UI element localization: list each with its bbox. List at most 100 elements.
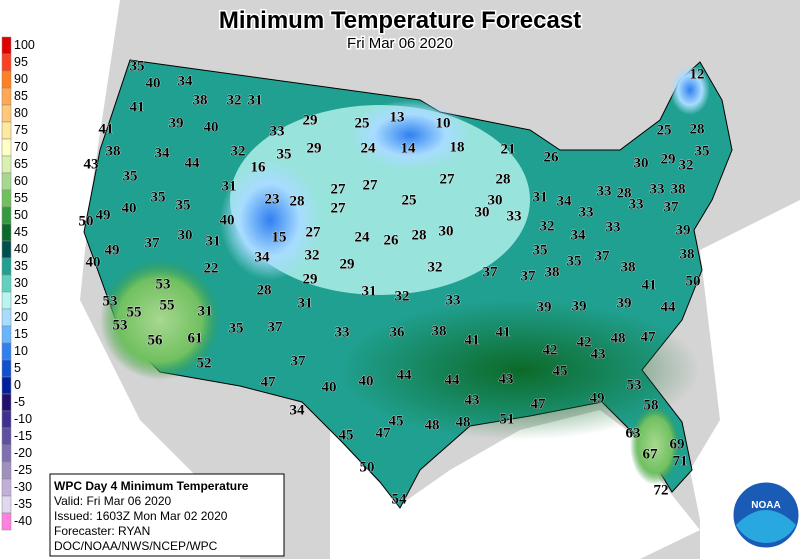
legend-swatch bbox=[1, 427, 12, 446]
temperature-label: 21 bbox=[501, 141, 516, 157]
gulf bbox=[330, 410, 700, 559]
temperature-label: 49 bbox=[590, 390, 605, 406]
temperature-label: 41 bbox=[465, 332, 480, 348]
info-source: DOC/NOAA/NWS/NCEP/WPC bbox=[54, 539, 218, 553]
temperature-label: 26 bbox=[384, 232, 400, 248]
temperature-label: 32 bbox=[540, 218, 555, 234]
legend-label: 65 bbox=[14, 157, 28, 171]
temperature-label: 43 bbox=[465, 392, 480, 408]
temperature-label: 13 bbox=[390, 109, 405, 125]
legend-label: 90 bbox=[14, 72, 28, 86]
temperature-label: 48 bbox=[425, 417, 440, 433]
temperature-label: 28 bbox=[690, 121, 705, 137]
legend-swatch bbox=[1, 104, 12, 123]
temperature-label: 42 bbox=[543, 342, 558, 358]
temperature-label: 28 bbox=[290, 193, 305, 209]
temperature-label: 40 bbox=[322, 379, 337, 395]
legend-label: -40 bbox=[14, 514, 32, 528]
temperature-label: 33 bbox=[335, 324, 350, 340]
temperature-label: 30 bbox=[439, 223, 454, 239]
info-box bbox=[49, 473, 285, 557]
temperature-label: 37 bbox=[483, 264, 499, 280]
temperature-label: 38 bbox=[621, 259, 636, 275]
temperature-label: 29 bbox=[661, 151, 676, 167]
temperature-label: 38 bbox=[545, 264, 560, 280]
temperature-label: 36 bbox=[390, 324, 406, 340]
temperature-label: 41 bbox=[642, 277, 657, 293]
temperature-label: 53 bbox=[627, 377, 642, 393]
temperature-label: 33 bbox=[606, 219, 621, 235]
warm-region bbox=[630, 405, 680, 485]
temperature-label: 34 bbox=[571, 227, 587, 243]
temperature-label: 31 bbox=[248, 92, 263, 108]
temperature-label: 28 bbox=[257, 282, 272, 298]
legend-swatch bbox=[1, 325, 12, 344]
temperature-label: 38 bbox=[671, 181, 686, 197]
temperature-label: 37 bbox=[145, 235, 161, 251]
temperature-label: 33 bbox=[446, 292, 461, 308]
temperature-label: 31 bbox=[362, 283, 377, 299]
legend-label: -25 bbox=[14, 463, 32, 477]
temperature-label: 39 bbox=[537, 299, 552, 315]
legend-label: 25 bbox=[14, 293, 28, 307]
temperature-label: 28 bbox=[496, 171, 511, 187]
temperature-label: 30 bbox=[178, 227, 193, 243]
temperature-label: 55 bbox=[160, 297, 175, 313]
temperature-label: 40 bbox=[122, 200, 137, 216]
legend-swatch bbox=[1, 70, 12, 89]
temperature-label: 34 bbox=[290, 402, 306, 418]
temperature-label: 33 bbox=[629, 196, 644, 212]
temperature-label: 72 bbox=[654, 482, 669, 498]
info-forecaster: Forecaster: RYAN bbox=[54, 524, 150, 538]
temperature-label: 67 bbox=[643, 446, 659, 462]
temperature-label: 37 bbox=[664, 199, 680, 215]
temperature-label: 31 bbox=[222, 178, 237, 194]
legend-label: 80 bbox=[14, 106, 28, 120]
temperature-label: 40 bbox=[220, 212, 235, 228]
temperature-label: 49 bbox=[96, 207, 111, 223]
temperature-label: 39 bbox=[572, 298, 587, 314]
temperature-label: 54 bbox=[392, 491, 408, 507]
temperature-label: 30 bbox=[634, 155, 649, 171]
temperature-label: 27 bbox=[363, 177, 379, 193]
temperature-label: 38 bbox=[106, 143, 121, 159]
cold-region bbox=[220, 160, 320, 280]
temperature-label: 47 bbox=[376, 425, 392, 441]
legend-label: 100 bbox=[14, 38, 35, 52]
legend-label: -15 bbox=[14, 429, 32, 443]
temperature-label: 47 bbox=[531, 396, 547, 412]
subtitle: Fri Mar 06 2020 bbox=[347, 35, 453, 52]
temperature-label: 48 bbox=[611, 330, 626, 346]
temperature-label: 39 bbox=[169, 115, 184, 131]
legend-label: 40 bbox=[14, 242, 28, 256]
temperature-label: 45 bbox=[389, 413, 404, 429]
temperature-label: 25 bbox=[402, 192, 417, 208]
temperature-label: 29 bbox=[307, 140, 322, 156]
temperature-label: 32 bbox=[231, 143, 246, 159]
temperature-label: 44 bbox=[445, 372, 461, 388]
legend-label: 0 bbox=[14, 378, 21, 392]
temperature-label: 41 bbox=[496, 324, 511, 340]
temperature-label: 71 bbox=[673, 453, 688, 469]
legend-label: 50 bbox=[14, 208, 28, 222]
legend-label: 75 bbox=[14, 123, 28, 137]
legend-swatch bbox=[1, 495, 12, 514]
temperature-label: 38 bbox=[680, 246, 695, 262]
legend-swatch bbox=[1, 410, 12, 429]
temperature-label: 41 bbox=[130, 99, 145, 115]
temperature-label: 53 bbox=[113, 317, 128, 333]
temperature-label: 32 bbox=[679, 157, 694, 173]
temperature-label: 35 bbox=[151, 189, 166, 205]
temperature-label: 31 bbox=[206, 233, 221, 249]
temperature-label: 49 bbox=[105, 242, 120, 258]
legend-label: -5 bbox=[14, 395, 25, 409]
temperature-label: 31 bbox=[298, 295, 313, 311]
legend-swatch bbox=[1, 291, 12, 310]
pacific-ocean bbox=[0, 0, 240, 559]
temperature-label: 47 bbox=[641, 329, 657, 345]
legend-label: 60 bbox=[14, 174, 28, 188]
temperature-label: 32 bbox=[305, 247, 320, 263]
legend-swatch bbox=[1, 461, 12, 480]
temperature-label: 45 bbox=[339, 427, 354, 443]
